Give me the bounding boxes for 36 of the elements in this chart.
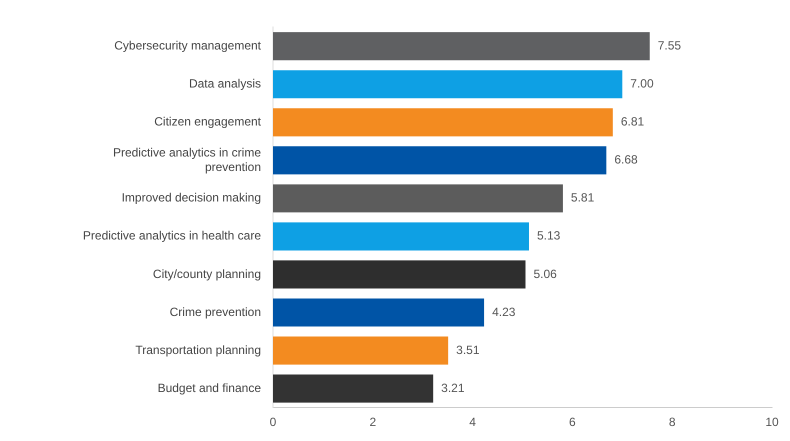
- y-tick-label: Improved decision making: [122, 190, 261, 205]
- y-tick-label: Crime prevention: [170, 304, 261, 319]
- x-tick-label: 0: [270, 415, 277, 430]
- data-label: 3.51: [456, 342, 480, 357]
- bar: [273, 336, 448, 365]
- bar: [273, 298, 484, 327]
- data-label: 7.00: [630, 76, 654, 91]
- x-tick-label: 8: [668, 415, 676, 430]
- bar: [273, 374, 434, 403]
- bar: [273, 32, 650, 60]
- bar: [273, 184, 563, 212]
- bar: [273, 70, 622, 98]
- data-label: 7.55: [658, 38, 682, 53]
- y-tick-label: Data analysis: [188, 76, 261, 91]
- x-tick-label: 6: [569, 415, 576, 430]
- data-label: 5.06: [533, 266, 558, 281]
- data-label: 4.23: [492, 304, 516, 319]
- bar: [273, 222, 529, 250]
- y-tick-label: Cybersecurity management: [114, 38, 262, 53]
- bar: [273, 146, 606, 174]
- y-tick-label: Citizen engagement: [154, 114, 262, 129]
- data-label: 6.81: [620, 114, 644, 129]
- y-tick-label: Transportation planning: [135, 342, 261, 357]
- y-tick-label: Predictive analytics in crime prevention: [112, 145, 262, 174]
- x-tick-label: 2: [369, 415, 376, 430]
- data-label: 5.13: [536, 228, 561, 243]
- y-tick-label: Budget and finance: [158, 380, 262, 395]
- x-tick-label: 10: [765, 415, 779, 430]
- bar: [273, 108, 613, 136]
- data-label: 3.21: [441, 380, 465, 395]
- y-tick-label: Predictive analytics in health care: [82, 228, 262, 243]
- data-label: 6.68: [614, 152, 638, 167]
- y-tick-label: City/county planning: [152, 266, 261, 281]
- data-label: 5.81: [570, 190, 595, 205]
- bar: [273, 260, 526, 288]
- x-tick-label: 4: [469, 415, 476, 430]
